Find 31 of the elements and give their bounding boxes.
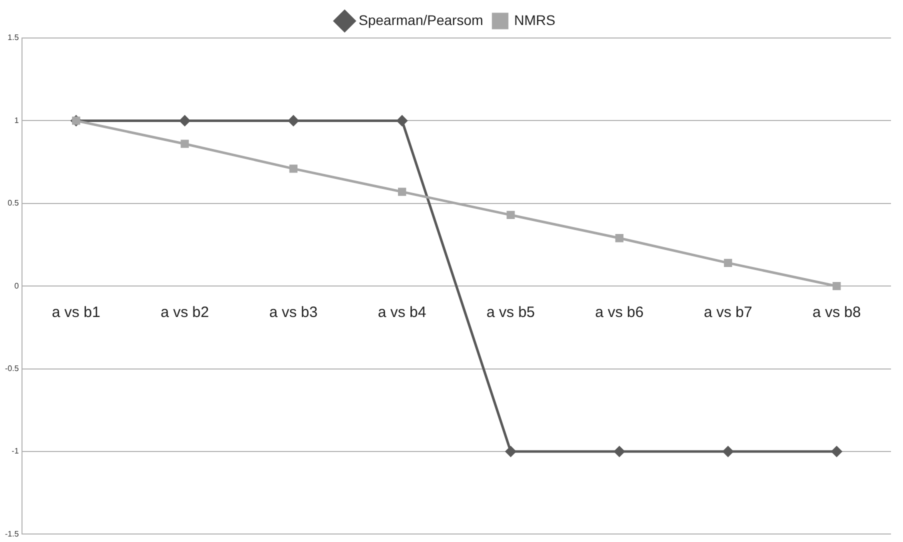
point <box>614 446 625 457</box>
y-tick-label: -1 <box>12 446 20 456</box>
point <box>289 164 298 173</box>
x-tick-label: a vs b7 <box>704 304 752 322</box>
x-tick-label: a vs b5 <box>486 304 535 322</box>
x-tick-label: a vs b3 <box>269 304 318 322</box>
point <box>615 234 624 242</box>
point <box>180 140 189 148</box>
x-tick-label: a vs b1 <box>52 304 100 322</box>
y-tick-label: 1 <box>14 116 20 125</box>
y-tick-label: -1.5 <box>4 529 20 538</box>
y-tick-label: -0.5 <box>4 364 20 374</box>
y-tick-label: 0.5 <box>8 198 20 208</box>
x-tick-label: a vs b4 <box>378 304 426 322</box>
point <box>506 210 515 220</box>
point <box>722 446 734 457</box>
legend-label: NMRS <box>514 12 556 28</box>
y-tick-label: 0 <box>14 281 20 290</box>
point <box>505 446 516 457</box>
point <box>831 446 842 457</box>
x-tick-label: a vs b2 <box>160 304 209 322</box>
point <box>724 258 732 268</box>
y-tick-label: 1.5 <box>8 33 20 42</box>
legend-label: Spearman/Pearsom <box>358 12 484 28</box>
point <box>396 115 408 126</box>
point <box>398 188 406 196</box>
x-tick-label: a vs b6 <box>595 304 644 322</box>
point <box>180 115 190 126</box>
point <box>288 115 299 126</box>
x-tick-label: a vs b8 <box>812 304 861 322</box>
point <box>832 282 841 290</box>
